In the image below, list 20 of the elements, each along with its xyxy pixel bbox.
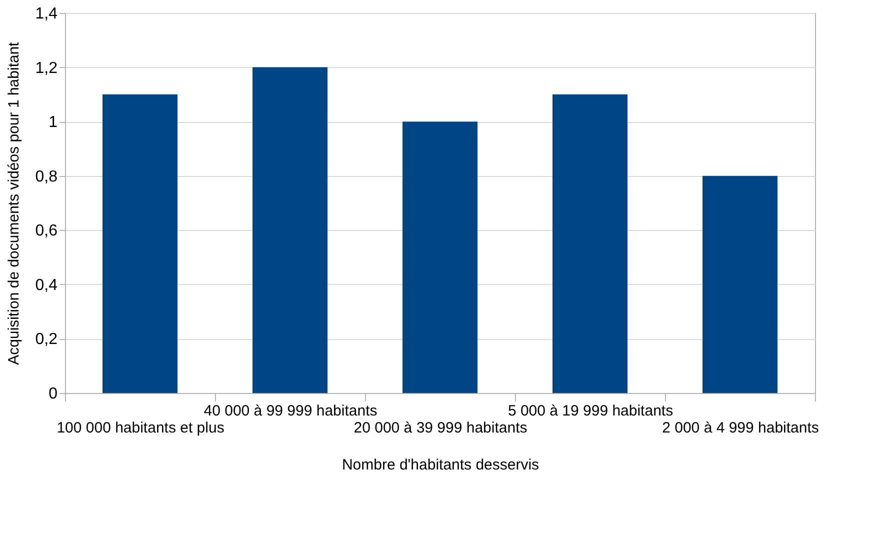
y-tick-label: 0,6	[35, 222, 58, 240]
bar	[402, 122, 478, 393]
bar	[702, 176, 778, 393]
x-tick-label: 20 000 à 39 999 habitants	[354, 420, 528, 436]
x-axis-title: Nombre d'habitants desservis	[342, 456, 540, 474]
x-tick-label: 40 000 à 99 999 habitants	[204, 402, 378, 420]
y-tick-label: 1,4	[35, 6, 58, 22]
x-tick-label: 2 000 à 4 999 habitants	[662, 420, 819, 436]
y-tick-label: 0,4	[35, 276, 58, 294]
y-tick-label: 0,2	[35, 331, 58, 348]
y-axis-title: Acquisition de documents vidéos pour 1 habitant	[5, 41, 22, 365]
y-tick-label: 1,2	[35, 60, 58, 77]
bar	[102, 94, 178, 393]
bar	[552, 94, 628, 393]
x-tick-label: 100 000 habitants et plus	[56, 420, 224, 436]
x-tick-label: 5 000 à 19 999 habitants	[508, 402, 674, 420]
y-tick-label: 0,8	[35, 168, 58, 186]
bar	[252, 67, 328, 393]
y-tick-label: 0	[48, 386, 58, 402]
y-tick-label: 1	[48, 114, 58, 132]
